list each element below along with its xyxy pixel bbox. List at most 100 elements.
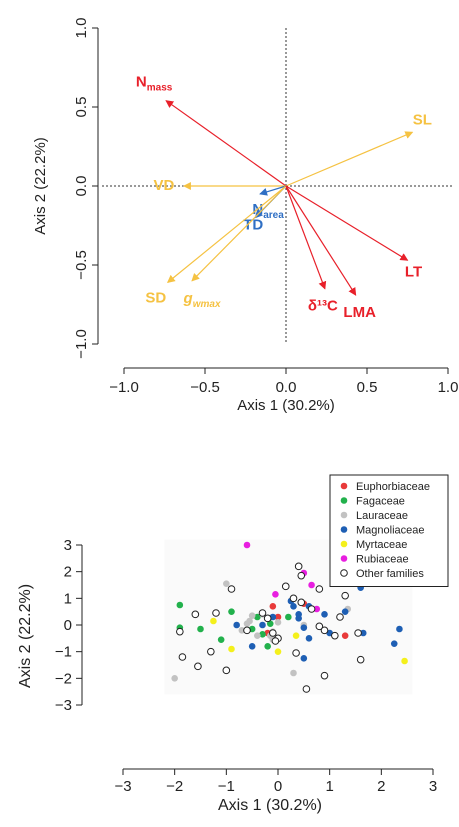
biplot-vector-label: TD <box>243 217 263 234</box>
scatter-point <box>176 627 184 636</box>
legend-label: Other families <box>356 568 424 580</box>
scatter-point <box>194 662 202 671</box>
legend-marker <box>340 482 348 490</box>
scatter-point <box>248 612 256 619</box>
biplot-y-tick-label: 0.5 <box>73 97 90 118</box>
scatter-point <box>238 627 246 634</box>
scatter-point <box>281 582 290 591</box>
scatter-point <box>228 608 235 615</box>
scatter-point <box>289 594 298 603</box>
scatter-point <box>320 671 329 680</box>
scatter-y-tick-label: 0 <box>64 617 72 634</box>
scatter-point <box>223 580 230 587</box>
biplot-vector-label: SD <box>145 289 166 306</box>
scatter-point <box>320 626 329 635</box>
biplot-y-tick-label: −0.5 <box>73 250 90 280</box>
scatter-y-tick-label: −1 <box>55 644 72 661</box>
biplot-x-tick-label: −1.0 <box>109 379 139 396</box>
legend-label: Euphorbiaceae <box>356 481 430 493</box>
scatter-point <box>264 643 271 650</box>
scatter-point <box>269 603 277 610</box>
biplot-vector-label: δ¹³C <box>308 298 338 315</box>
scatter-point <box>292 649 300 657</box>
scatter-y-tick-label: 2 <box>64 564 72 581</box>
scatter-point <box>307 605 316 613</box>
scatter-point <box>294 562 303 571</box>
scatter-point <box>336 613 344 621</box>
scatter-x-tick-label: −1 <box>218 778 235 795</box>
scatter-point <box>248 643 256 650</box>
scatter-point <box>295 615 302 622</box>
scatter-point <box>243 626 251 635</box>
scatter-x-axis-label: Axis 1 (30.2%) <box>218 797 322 814</box>
biplot-x-axis-label: Axis 1 (30.2%) <box>237 397 335 414</box>
scatter-point <box>212 609 220 617</box>
scatter-point <box>274 619 282 626</box>
scatter-point <box>258 609 267 617</box>
legend-marker <box>340 526 348 533</box>
pca-biplot: −1.0 −0.5 0.0 0.5 1.0 −1.0 −0.5 0.0 0.5 1.0 Nmas… <box>32 18 458 414</box>
biplot-vector-arrow <box>166 185 287 284</box>
legend-label: Rubiaceae <box>356 554 409 566</box>
scatter-x-tick-label: 2 <box>377 778 385 795</box>
scatter-point <box>254 613 261 621</box>
biplot-vector-label: gwmax <box>183 290 221 310</box>
scatter-y-tick-label: 3 <box>64 537 72 554</box>
scatter-point <box>313 605 321 613</box>
scatter-y-axis-label: Axis 2 (22.2%) <box>17 584 34 688</box>
biplot-x-tick-label: 1.0 <box>438 379 459 396</box>
legend-label: Magnoliaceae <box>356 525 425 537</box>
scatter-point <box>269 629 277 637</box>
scatter-point <box>401 657 408 665</box>
scatter-point <box>217 636 225 643</box>
scatter-point <box>171 675 178 682</box>
scatter-point <box>233 621 240 629</box>
scatter-point <box>228 645 235 653</box>
biplot-vector-label: LMA <box>343 304 376 321</box>
scatter-legend: Euphorbiaceae Fagaceae Lauraceae Magnoliace… <box>329 474 449 587</box>
legend-marker <box>340 511 348 519</box>
biplot-vector-arrow <box>285 131 414 187</box>
scatter-point <box>305 635 313 642</box>
scatter-point <box>297 571 306 580</box>
biplot-x-axis: −1.0 −0.5 0.0 0.5 1.0 <box>109 367 459 396</box>
scatter-y-tick-label: −2 <box>55 670 72 687</box>
legend-marker <box>340 540 348 548</box>
scatter-point <box>272 591 279 598</box>
biplot-x-tick-label: 0.0 <box>276 379 297 396</box>
scatter-point <box>207 647 215 656</box>
scatter-x-tick-label: −2 <box>166 778 183 795</box>
biplot-vector-arrow <box>285 185 327 290</box>
legend-marker <box>340 555 348 562</box>
scatter-point <box>178 653 187 661</box>
biplot-vector-label: Nmass <box>136 74 173 94</box>
scatter-point <box>300 624 308 631</box>
scatter-point <box>321 611 328 618</box>
scatter-point <box>300 655 308 662</box>
biplot-vector-arrow <box>285 185 357 296</box>
biplot-vector-arrow <box>165 100 287 187</box>
scatter-point <box>359 629 367 637</box>
biplot-vectors: NmassSLVDNareaTDSDgwmaxδ¹³CLMALT <box>136 74 432 321</box>
scatter-point <box>341 632 349 639</box>
scatter-point <box>297 598 306 607</box>
scatter-point <box>259 631 266 638</box>
scatter-point <box>271 637 280 645</box>
biplot-x-tick-label: −0.5 <box>190 379 220 396</box>
scatter-point <box>254 632 261 639</box>
scatter-point <box>274 613 282 621</box>
scatter-point <box>259 621 266 629</box>
scatter-point <box>290 669 297 677</box>
pca-scatter-plot: −3 −2 −1 0 1 2 3 −3 −2 −1 0 1 2 3 Euphorbiaceae Fagac… <box>17 474 449 814</box>
legend-label: Fagaceae <box>356 496 405 508</box>
scatter-point <box>396 625 403 633</box>
scatter-point <box>246 617 253 625</box>
scatter-point <box>331 631 339 640</box>
scatter-point <box>191 610 200 619</box>
scatter-point <box>302 685 311 693</box>
scatter-point <box>222 666 231 675</box>
scatter-point <box>315 622 324 631</box>
scatter-y-tick-label: −3 <box>55 697 72 714</box>
scatter-point <box>290 603 297 610</box>
